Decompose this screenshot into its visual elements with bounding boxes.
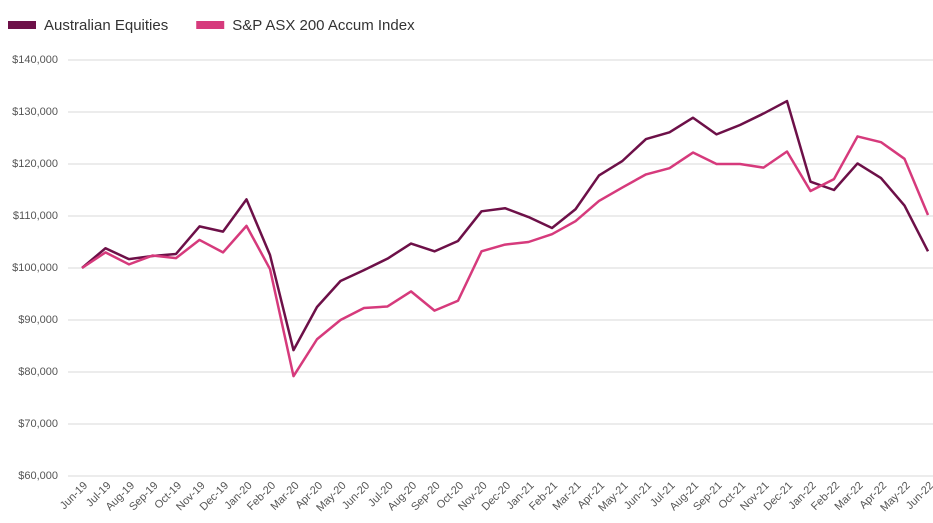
series-line (81, 135, 930, 378)
legend: Australian Equities S&P ASX 200 Accum Ind… (8, 17, 415, 34)
series-line (81, 99, 930, 352)
y-tick-label: $110,000 (13, 210, 58, 222)
legend-swatch (8, 21, 36, 29)
y-tick-label: $60,000 (18, 470, 58, 482)
y-tick-label: $90,000 (18, 314, 58, 326)
legend-swatch (196, 21, 225, 29)
legend-label: Australian Equities (44, 17, 168, 34)
y-tick-label: $80,000 (18, 366, 58, 378)
legend-label: S&P ASX 200 Accum Index (232, 17, 415, 34)
y-tick-label: $70,000 (18, 418, 58, 430)
y-tick-label: $130,000 (12, 106, 58, 118)
y-tick-label: $140,000 (12, 54, 58, 66)
x-tick-label: Jun-19 (58, 480, 90, 512)
y-tick-label: $100,000 (12, 262, 58, 274)
y-tick-label: $120,000 (12, 158, 58, 170)
